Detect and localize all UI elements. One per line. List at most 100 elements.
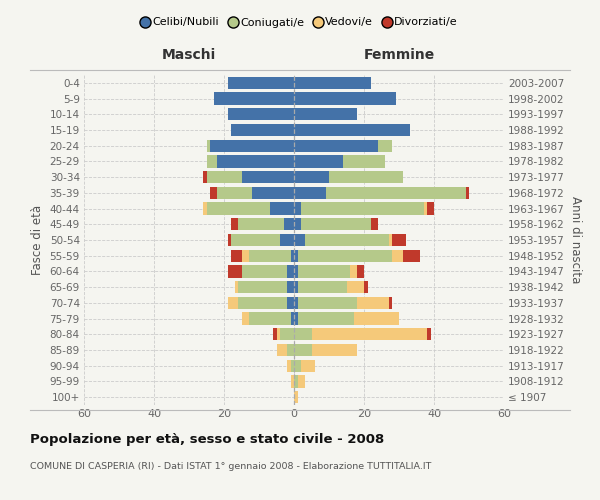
Bar (298, 281, 347, 293)
Bar (287, 344, 294, 356)
Bar (290, 376, 294, 388)
Bar (294, 156, 343, 168)
Bar (284, 218, 294, 230)
Bar (294, 171, 329, 183)
Bar (298, 250, 392, 262)
Bar (343, 156, 385, 168)
Bar (287, 360, 290, 372)
Bar (294, 234, 305, 246)
Bar (238, 281, 287, 293)
Bar (203, 171, 206, 183)
Text: Maschi: Maschi (162, 48, 216, 62)
Bar (294, 124, 409, 136)
Bar (347, 281, 364, 293)
Bar (357, 266, 364, 278)
Bar (298, 312, 353, 324)
Bar (294, 391, 298, 404)
Bar (227, 76, 294, 89)
Bar (231, 124, 294, 136)
Bar (287, 296, 294, 309)
Bar (294, 250, 298, 262)
Bar (294, 312, 298, 324)
Bar (294, 186, 325, 199)
Bar (305, 234, 389, 246)
Bar (290, 360, 294, 372)
Bar (294, 344, 311, 356)
Bar (210, 186, 217, 199)
Bar (403, 250, 420, 262)
Bar (290, 250, 294, 262)
Text: Popolazione per età, sesso e stato civile - 2008: Popolazione per età, sesso e stato civil… (30, 432, 384, 446)
Bar (231, 218, 238, 230)
Legend: Celibi/Nubili, Coniugati/e, Vedovi/e, Divorziati/e: Celibi/Nubili, Coniugati/e, Vedovi/e, Di… (138, 13, 462, 32)
Bar (389, 296, 392, 309)
Bar (227, 296, 238, 309)
Bar (294, 108, 357, 120)
Bar (294, 76, 371, 89)
Bar (206, 202, 269, 214)
Bar (290, 312, 294, 324)
Bar (364, 281, 367, 293)
Bar (217, 186, 252, 199)
Bar (301, 218, 371, 230)
Bar (206, 140, 210, 152)
Y-axis label: Anni di nascita: Anni di nascita (569, 196, 581, 284)
Text: COMUNE DI CASPERIA (RI) - Dati ISTAT 1° gennaio 2008 - Elaborazione TUTTITALIA.I: COMUNE DI CASPERIA (RI) - Dati ISTAT 1° … (30, 462, 431, 471)
Bar (427, 328, 431, 340)
Bar (427, 202, 434, 214)
Bar (241, 250, 248, 262)
Bar (241, 266, 287, 278)
Bar (294, 218, 301, 230)
Bar (287, 281, 294, 293)
Bar (298, 266, 350, 278)
Bar (231, 250, 241, 262)
Bar (238, 218, 284, 230)
Y-axis label: Fasce di età: Fasce di età (31, 205, 44, 275)
Bar (238, 296, 287, 309)
Bar (329, 171, 403, 183)
Bar (210, 140, 294, 152)
Bar (277, 344, 287, 356)
Bar (248, 312, 290, 324)
Bar (280, 328, 294, 340)
Bar (248, 250, 290, 262)
Bar (325, 186, 466, 199)
Bar (294, 92, 395, 104)
Bar (311, 328, 427, 340)
Bar (466, 186, 469, 199)
Bar (311, 344, 357, 356)
Bar (287, 266, 294, 278)
Bar (217, 156, 294, 168)
Bar (235, 281, 238, 293)
Bar (294, 328, 311, 340)
Bar (227, 234, 231, 246)
Bar (298, 296, 357, 309)
Bar (273, 328, 277, 340)
Bar (350, 266, 357, 278)
Bar (206, 156, 217, 168)
Bar (301, 202, 424, 214)
Bar (392, 250, 403, 262)
Bar (294, 376, 298, 388)
Text: Femmine: Femmine (364, 48, 434, 62)
Bar (294, 281, 298, 293)
Bar (277, 328, 280, 340)
Bar (424, 202, 427, 214)
Bar (203, 202, 206, 214)
Bar (227, 266, 241, 278)
Bar (294, 360, 301, 372)
Bar (389, 234, 392, 246)
Bar (378, 140, 392, 152)
Bar (241, 171, 294, 183)
Bar (294, 140, 378, 152)
Bar (371, 218, 378, 230)
Bar (252, 186, 294, 199)
Bar (231, 234, 280, 246)
Bar (206, 171, 241, 183)
Bar (227, 108, 294, 120)
Bar (357, 296, 389, 309)
Bar (280, 234, 294, 246)
Bar (301, 360, 315, 372)
Bar (241, 312, 248, 324)
Bar (294, 296, 298, 309)
